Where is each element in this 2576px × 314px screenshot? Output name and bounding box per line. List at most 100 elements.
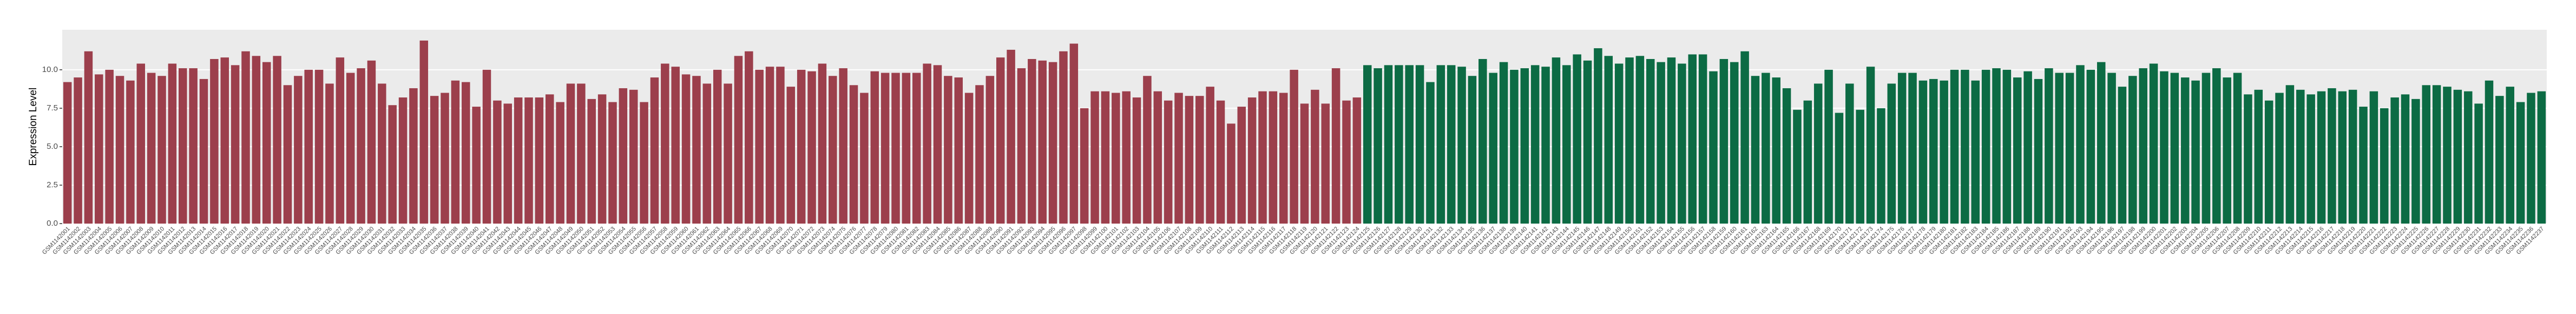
bar xyxy=(629,89,638,224)
bar xyxy=(1405,65,1414,224)
bar xyxy=(807,71,816,224)
bar xyxy=(566,83,575,224)
bar xyxy=(1374,68,1382,224)
bar xyxy=(1017,68,1026,224)
bar xyxy=(745,51,753,224)
bar xyxy=(1698,54,1707,224)
bar xyxy=(1028,58,1036,224)
bar xyxy=(1573,54,1581,224)
bar xyxy=(702,83,712,224)
bar xyxy=(619,88,628,224)
bar xyxy=(1122,91,1131,224)
bar xyxy=(1646,58,1655,224)
y-tick-label: 2.5 xyxy=(47,180,58,189)
bar xyxy=(1751,76,1760,224)
bar xyxy=(1562,65,1571,224)
bar xyxy=(1384,65,1393,224)
bar xyxy=(724,83,732,224)
bar xyxy=(1290,69,1298,224)
bar xyxy=(944,76,952,224)
bar xyxy=(325,83,334,224)
bar xyxy=(860,93,869,224)
bar xyxy=(2128,76,2137,224)
bar xyxy=(2369,91,2378,224)
bar xyxy=(157,76,166,224)
bar xyxy=(1206,87,1214,224)
bar xyxy=(2254,89,2263,224)
bar xyxy=(650,77,659,224)
y-tick-label: 5.0 xyxy=(47,142,58,151)
bar xyxy=(1185,96,1194,224)
bar xyxy=(1331,68,1340,224)
bar xyxy=(640,102,648,224)
bar xyxy=(346,73,355,224)
bar xyxy=(1709,71,1718,224)
bar xyxy=(2338,91,2347,224)
bar xyxy=(482,69,491,224)
bar xyxy=(1688,54,1697,224)
bar xyxy=(1856,109,1864,224)
y-axis-title: Expression Level xyxy=(28,88,39,166)
bar xyxy=(1530,65,1540,224)
bar xyxy=(880,73,890,224)
bar xyxy=(2463,91,2473,224)
bar xyxy=(503,103,512,224)
bar xyxy=(902,73,911,224)
bar xyxy=(2233,73,2242,224)
bar xyxy=(252,56,261,224)
bar xyxy=(2328,88,2336,224)
bar xyxy=(765,67,774,224)
bar xyxy=(2516,102,2525,224)
bar xyxy=(1625,57,1634,224)
bar xyxy=(2317,91,2326,224)
bar xyxy=(933,65,942,224)
bar xyxy=(2348,89,2357,224)
bar xyxy=(1887,83,1896,224)
bar xyxy=(1489,73,1497,224)
bar xyxy=(2160,71,2168,224)
bar xyxy=(1468,76,1477,224)
bar xyxy=(2285,85,2295,224)
bar xyxy=(147,73,156,224)
bar xyxy=(294,76,303,224)
bar xyxy=(273,56,281,224)
bar xyxy=(776,67,785,224)
bar xyxy=(2275,93,2284,224)
bar xyxy=(1918,80,1928,224)
bar xyxy=(2359,107,2368,224)
bar xyxy=(2180,77,2190,224)
bar xyxy=(409,88,418,224)
bar xyxy=(84,51,93,224)
bar xyxy=(2537,91,2546,224)
bar xyxy=(1635,56,1645,224)
bar xyxy=(2023,71,2032,224)
bar xyxy=(367,60,376,224)
bar xyxy=(314,69,324,224)
bar xyxy=(2485,80,2494,224)
bar xyxy=(954,77,963,224)
bar xyxy=(378,83,386,224)
bar xyxy=(126,80,135,224)
bar xyxy=(1510,69,1519,224)
bar xyxy=(1992,68,2001,224)
bar xyxy=(1059,51,1068,224)
bar xyxy=(1520,68,1529,224)
bar xyxy=(2495,96,2504,224)
bar xyxy=(1981,69,1990,224)
bar xyxy=(136,63,146,224)
bar xyxy=(398,97,408,224)
bar xyxy=(1279,93,1288,224)
bar xyxy=(681,74,691,224)
bar xyxy=(891,73,900,224)
bar xyxy=(1730,62,1739,224)
bar xyxy=(786,87,796,224)
bar xyxy=(1269,91,1278,224)
bar xyxy=(1132,97,1141,224)
bar xyxy=(1237,107,1246,224)
bar xyxy=(1719,58,1729,224)
bar xyxy=(115,76,124,224)
bar xyxy=(231,65,240,224)
bar xyxy=(608,102,617,224)
bar xyxy=(1395,65,1403,224)
